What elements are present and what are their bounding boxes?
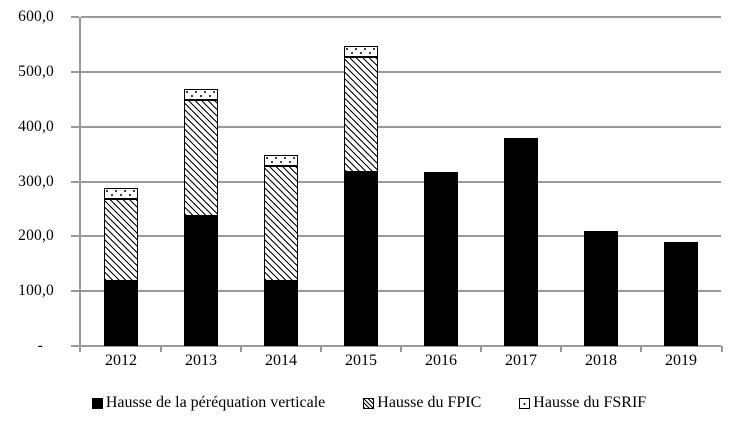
x-axis-tick-label: 2016 [425,352,457,369]
bar-group-2017 [481,17,561,346]
x-axis-tick [480,346,482,352]
x-axis-tick-label: 2012 [105,352,137,369]
x-axis-tick [240,346,242,352]
dotted-square-marker-icon [519,397,531,409]
y-axis-tick-label: 200,0 [18,227,54,245]
bar-segment [264,280,298,346]
bar-segment [184,215,218,346]
bar-segment [264,165,298,281]
bar-group-2015 [321,17,401,346]
x-axis-tick [560,346,562,352]
bar-segment [344,172,378,346]
bar-segment [664,241,698,346]
legend-item-fsrif: Hausse du FSRIF [519,394,646,412]
x-axis-tick-label: 2014 [265,352,297,369]
y-axis-tick-label: 300,0 [18,172,54,190]
x-axis-tick [400,346,402,352]
x-axis-tick-label: 2013 [185,352,217,369]
bar-group-2012 [81,17,161,346]
bar-segment [344,57,378,173]
gridline [81,125,721,128]
gridline [81,290,721,293]
bar-group-2019 [641,17,721,346]
x-axis-tick [320,346,322,352]
y-axis-line [79,17,81,348]
gridline [81,180,721,183]
y-axis-tick [71,290,79,293]
bar-segment [184,100,218,216]
y-axis-tick [71,16,79,18]
black-square-marker-icon [91,397,103,409]
bar-segment [104,280,138,346]
x-axis-tick [79,346,81,352]
hatch-square-marker-icon [363,397,375,409]
bar-segment [184,89,218,101]
x-axis-tick-label: 2015 [345,352,377,369]
bar-segment [104,198,138,281]
bar-group-2018 [561,17,641,346]
legend-item-fpic: Hausse du FPIC [363,394,481,412]
y-axis-tick-label: 100,0 [18,282,54,300]
x-axis-tick [160,346,162,352]
bar-group-2014 [241,17,321,346]
y-axis-tick [71,70,79,73]
gridline [81,235,721,238]
x-axis-tick-label: 2019 [665,352,697,369]
bar-segment [344,46,378,58]
gridline [81,16,721,18]
y-axis-tick-label: - [37,337,43,354]
legend-label: Hausse du FSRIF [533,394,647,411]
y-axis-tick-label: 600,0 [18,8,54,25]
x-axis-tick-label: 2018 [585,352,617,369]
plot-area [71,16,723,352]
x-axis-tick-label: 2017 [505,352,537,369]
y-axis-tick-label: 400,0 [18,117,54,135]
y-axis-tick [71,345,79,347]
legend-item-perequation-verticale: Hausse de la péréquation verticale [91,394,326,412]
bar-segment [104,187,138,199]
x-axis-tick [721,346,723,352]
legend-label: Hausse de la péréquation verticale [105,394,326,411]
bar-segment [264,154,298,166]
bar-segment [504,137,538,346]
legend: Hausse de la péréquation verticale Hauss… [0,390,738,416]
y-axis-labels: - 100,0 200,0 300,0 400,0 500,0 600,0 [0,0,54,360]
bar-segment [584,230,618,346]
y-axis-tick [71,235,79,238]
bar-segment [424,172,458,346]
x-axis-labels: 2012 2013 2014 2015 2016 2017 2018 2019 [81,352,721,374]
legend-label: Hausse du FPIC [377,394,482,411]
bar-group-2016 [401,17,481,346]
y-axis-tick [71,180,79,183]
gridline [81,70,721,73]
y-axis-tick [71,125,79,128]
x-axis-tick [640,346,642,352]
bar-group-2013 [161,17,241,346]
y-axis-tick-label: 500,0 [18,62,54,80]
